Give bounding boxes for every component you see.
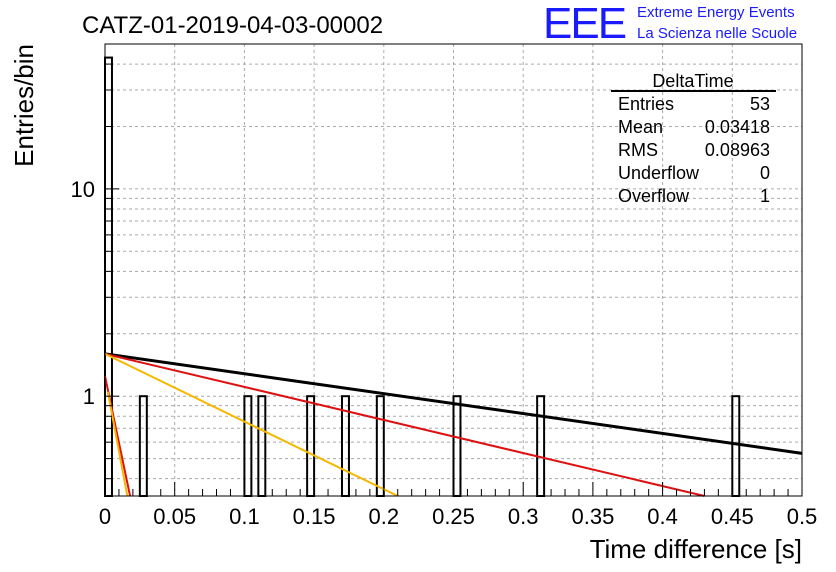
stats-row-value: 53: [750, 94, 770, 114]
x-tick-label: 0.1: [229, 504, 260, 529]
y-tick-label: 1: [83, 384, 95, 409]
stats-row-value: 0: [760, 163, 770, 183]
x-tick-label: 0.25: [432, 504, 475, 529]
y-tick-label: 10: [71, 177, 95, 202]
stats-box: DeltaTime Entries 53 Mean 0.03418 RMS 0.08963…: [611, 71, 776, 206]
logo-mark: EEE: [543, 0, 626, 48]
y-axis-ticks: 1 10: [71, 63, 119, 480]
logo-line-2: La Scienza nelle Scuole: [637, 25, 797, 42]
x-tick-label: 0.35: [571, 504, 614, 529]
logo-line-1: Extreme Energy Events: [637, 4, 795, 21]
x-tick-label: 0.15: [293, 504, 336, 529]
stats-row-value: 1: [760, 186, 770, 206]
stats-row-label: Overflow: [618, 186, 690, 206]
stats-row-label: Underflow: [618, 163, 700, 183]
fit-line: [104, 352, 803, 455]
stats-row-label: Entries: [618, 94, 674, 114]
fit-line: [104, 352, 705, 497]
fit-line: [104, 352, 399, 497]
x-tick-label: 0: [99, 504, 111, 529]
chart-title: CATZ-01-2019-04-03-00002: [82, 12, 383, 39]
stats-row-value: 0.03418: [705, 117, 770, 137]
y-axis-label: Entries/bin: [9, 44, 39, 167]
fit-line: [106, 391, 129, 497]
eee-logo: EEE Extreme Energy Events La Scienza nel…: [543, 0, 797, 48]
x-axis-ticks: 0 0.05 0.1 0.15 0.2 0.25 0.3 0.35 0.4 0.45 0.5: [99, 482, 817, 529]
x-tick-label: 0.05: [153, 504, 196, 529]
fit-curves: [104, 352, 803, 497]
x-tick-label: 0.5: [787, 504, 818, 529]
stats-row-value: 0.08963: [705, 140, 770, 160]
x-tick-label: 0.2: [369, 504, 400, 529]
stats-row-label: Mean: [618, 117, 663, 137]
x-tick-label: 0.4: [647, 504, 678, 529]
x-axis-label: Time difference [s]: [590, 534, 802, 564]
stats-row-label: RMS: [618, 140, 658, 160]
x-tick-label: 0.45: [711, 504, 754, 529]
stats-title: DeltaTime: [652, 71, 733, 91]
x-tick-label: 0.3: [508, 504, 539, 529]
